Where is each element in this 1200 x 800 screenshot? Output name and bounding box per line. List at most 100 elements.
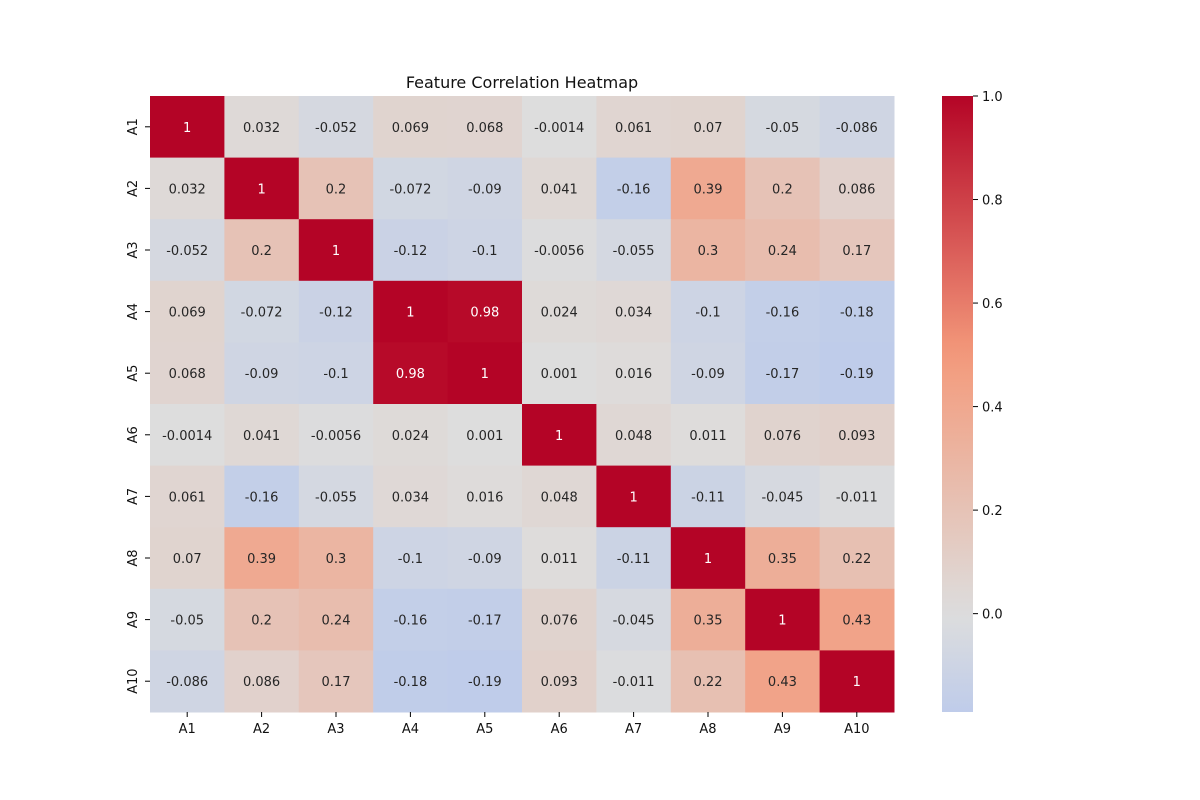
heatmap-cell-A1-A6 xyxy=(522,96,597,159)
heatmap-cell-A9-A5 xyxy=(447,588,523,651)
cell-value-label: -0.05 xyxy=(170,614,204,629)
x-tick-label: A8 xyxy=(699,722,716,737)
heatmap-cell-A6-A2 xyxy=(224,404,300,467)
cell-value-label: 0.016 xyxy=(615,367,652,382)
cell-value-label: 1 xyxy=(481,367,489,382)
cell-value-label: 0.3 xyxy=(698,244,719,259)
cell-value-label: 0.07 xyxy=(173,552,202,567)
heatmap-cell-A7-A2 xyxy=(224,465,300,528)
heatmap-cell-A2-A2 xyxy=(224,157,300,220)
heatmap-cell-A1-A7 xyxy=(596,96,672,159)
cell-value-label: 0.093 xyxy=(541,675,578,690)
heatmap-cell-A7-A3 xyxy=(298,465,374,528)
heatmap-cell-A3-A6 xyxy=(522,219,597,282)
heatmap-cell-A9-A10 xyxy=(819,588,895,651)
cell-value-label: 0.2 xyxy=(251,614,272,629)
heatmap-cell-A8-A2 xyxy=(224,527,300,590)
y-tick-label: A5 xyxy=(126,365,141,382)
colorbar-tick-label: 0.8 xyxy=(982,194,1003,209)
cell-value-label: -0.1 xyxy=(323,367,348,382)
heatmap-cell-A7-A1 xyxy=(150,465,225,528)
cell-value-label: 0.17 xyxy=(322,675,351,690)
cell-value-label: 0.43 xyxy=(768,675,797,690)
cell-value-label: 1 xyxy=(555,429,563,444)
cell-value-label: 1 xyxy=(629,490,637,505)
colorbar-tick-label: 0.2 xyxy=(982,504,1003,519)
cell-value-label: -0.0014 xyxy=(162,429,212,444)
heatmap-cell-A5-A9 xyxy=(745,342,821,405)
colorbar-gradient xyxy=(942,96,973,712)
heatmap-cell-A2-A5 xyxy=(447,157,523,220)
colorbar-tick-label: 0.4 xyxy=(982,401,1003,416)
heatmap-cells xyxy=(150,96,895,713)
cell-value-label: -0.16 xyxy=(617,182,651,197)
heatmap-cell-A4-A10 xyxy=(819,280,895,343)
cell-value-label: 0.076 xyxy=(541,614,578,629)
cell-value-label: 1 xyxy=(257,182,265,197)
y-tick-label: A7 xyxy=(126,488,141,505)
y-axis: A1 A2 A3 A4 A5 A6 A7 A8 A9 A10 xyxy=(126,118,150,694)
cell-value-label: -0.055 xyxy=(315,490,357,505)
cell-value-label: 0.024 xyxy=(541,306,578,321)
heatmap-cell-A1-A5 xyxy=(447,96,523,159)
x-tick-label: A3 xyxy=(327,722,344,737)
x-axis: A1 A2 A3 A4 A5 A6 A7 A8 A9 A10 xyxy=(179,712,870,737)
heatmap-cell-A1-A2 xyxy=(224,96,300,159)
cell-value-label: -0.05 xyxy=(766,121,800,136)
cell-value-label: 0.2 xyxy=(326,182,347,197)
heatmap-cell-A5-A3 xyxy=(298,342,374,405)
cell-value-label: -0.086 xyxy=(836,121,878,136)
cell-value-label: -0.045 xyxy=(761,490,803,505)
cell-value-label: 0.086 xyxy=(243,675,280,690)
heatmap-cell-A2-A8 xyxy=(670,157,746,220)
cell-value-label: 0.35 xyxy=(694,614,723,629)
cell-value-label: 0.98 xyxy=(396,367,425,382)
heatmap-cell-A9-A6 xyxy=(522,588,597,651)
heatmap-cell-A10-A6 xyxy=(522,650,597,713)
cell-value-label: 0.041 xyxy=(541,182,578,197)
cell-value-label: -0.072 xyxy=(241,306,283,321)
heatmap-cell-A3-A7 xyxy=(596,219,672,282)
heatmap-cell-A1-A3 xyxy=(298,96,374,159)
cell-value-label: -0.11 xyxy=(617,552,651,567)
heatmap-cell-A10-A1 xyxy=(150,650,225,713)
cell-value-label: 0.093 xyxy=(838,429,875,444)
cell-value-label: 0.07 xyxy=(694,121,723,136)
heatmap-cell-A5-A4 xyxy=(373,342,449,405)
cell-value-label: 1 xyxy=(704,552,712,567)
cell-value-label: 0.048 xyxy=(615,429,652,444)
y-tick-label: A4 xyxy=(126,303,141,320)
y-tick-label: A3 xyxy=(126,241,141,258)
heatmap-cell-A6-A8 xyxy=(670,404,746,467)
cell-value-label: -0.12 xyxy=(394,244,428,259)
cell-value-label: -0.055 xyxy=(613,244,655,259)
cell-value-label: 0.024 xyxy=(392,429,429,444)
heatmap-cell-A3-A5 xyxy=(447,219,523,282)
cell-value-label: 0.98 xyxy=(470,306,499,321)
heatmap-cell-A4-A6 xyxy=(522,280,597,343)
cell-value-label: 0.034 xyxy=(615,306,652,321)
cell-value-label: 0.061 xyxy=(615,121,652,136)
heatmap-cell-A4-A1 xyxy=(150,280,225,343)
heatmap-cell-A6-A9 xyxy=(745,404,821,467)
y-tick-label: A8 xyxy=(126,549,141,566)
cell-value-label: 0.048 xyxy=(541,490,578,505)
cell-value-label: 0.24 xyxy=(322,614,351,629)
cell-value-label: 0.24 xyxy=(768,244,797,259)
y-tick-label: A6 xyxy=(126,426,141,443)
heatmap-cell-A3-A8 xyxy=(670,219,746,282)
cell-value-label: -0.1 xyxy=(695,306,720,321)
heatmap-cell-A2-A7 xyxy=(596,157,672,220)
heatmap-cell-A10-A2 xyxy=(224,650,300,713)
cell-value-label: 0.011 xyxy=(689,429,726,444)
y-tick-label: A9 xyxy=(126,611,141,628)
cell-value-label: 1 xyxy=(853,675,861,690)
cell-value-label: 0.068 xyxy=(466,121,503,136)
colorbar-tick-label: 0.6 xyxy=(982,297,1003,312)
heatmap-cell-A4-A5 xyxy=(447,280,523,343)
cell-value-label: -0.1 xyxy=(472,244,497,259)
cell-value-label: -0.09 xyxy=(468,552,502,567)
heatmap-cell-A2-A9 xyxy=(745,157,821,220)
heatmap-cell-A9-A4 xyxy=(373,588,449,651)
heatmap-cell-A3-A2 xyxy=(224,219,300,282)
